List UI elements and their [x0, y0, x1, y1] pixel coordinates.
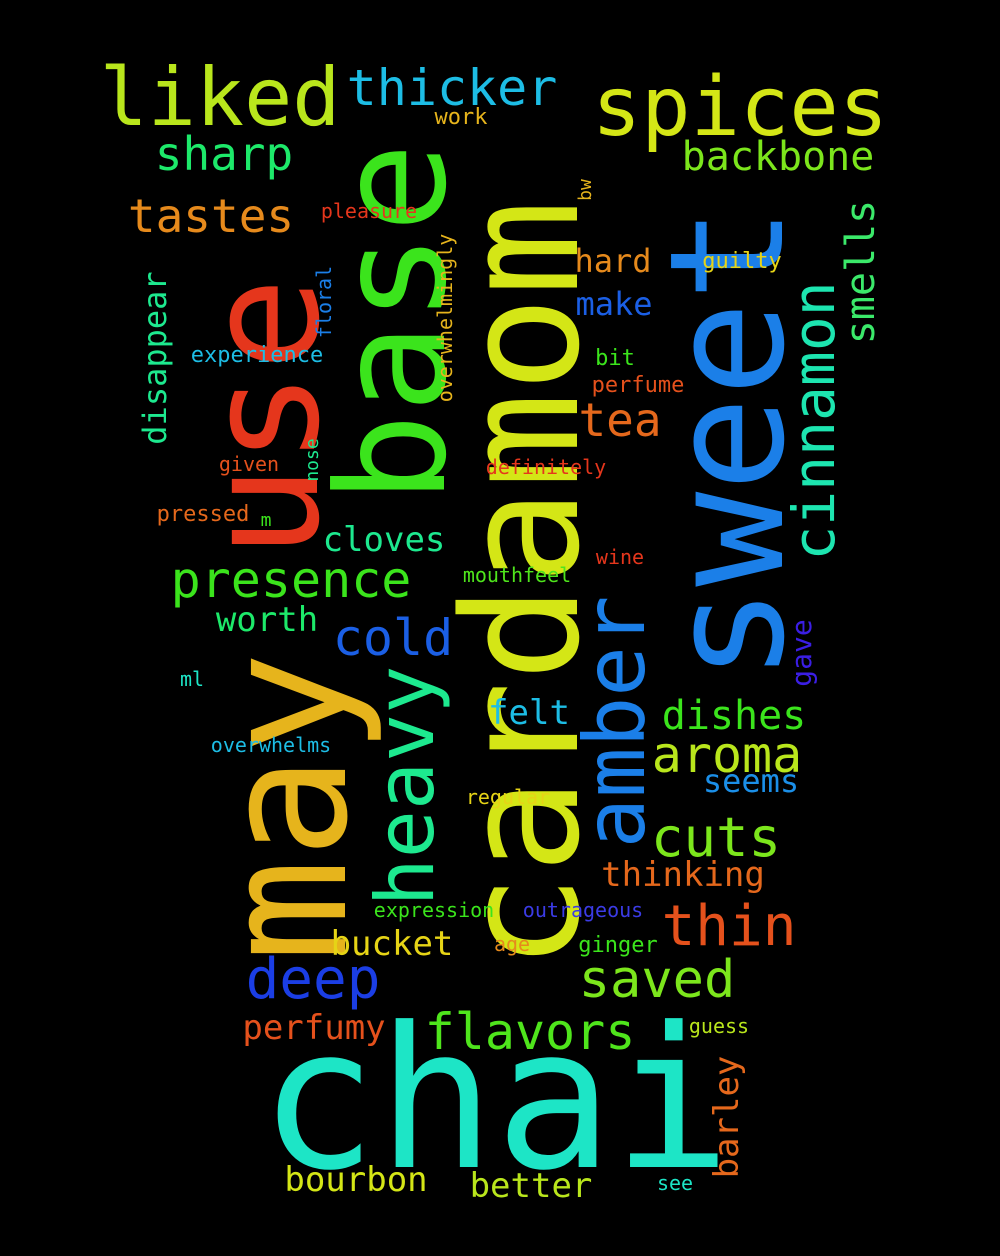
word-overwhelms: overwhelms — [210, 733, 332, 757]
word-cold: cold — [332, 609, 454, 667]
word-sharp: sharp — [154, 127, 294, 181]
word-chai: chai — [258, 986, 732, 1214]
word-see: see — [656, 1171, 694, 1195]
word-wine: wine — [595, 545, 645, 569]
word-outrageous: outrageous — [522, 898, 644, 922]
word-gave: gave — [785, 619, 818, 687]
word-thicker: thicker — [346, 59, 558, 117]
word-felt: felt — [488, 693, 570, 733]
word-regular: regular — [465, 785, 551, 809]
word-bw: bw — [575, 179, 596, 201]
word-perfume: perfume — [591, 373, 685, 398]
word-pleasure: pleasure — [320, 199, 418, 223]
word-guess: guess — [688, 1014, 750, 1038]
word-cinnamon: cinnamon — [780, 281, 848, 561]
word-nose: nose — [302, 438, 323, 482]
word-hard: hard — [574, 242, 652, 280]
word-worth: worth — [215, 600, 319, 640]
word-make: make — [575, 285, 653, 323]
word-bucket: bucket — [330, 924, 454, 964]
word-backbone: backbone — [681, 134, 875, 180]
word-dishes: dishes — [661, 693, 807, 739]
word-barley: barley — [707, 1055, 747, 1179]
word-amber: amber — [566, 595, 664, 849]
word-aroma: aroma — [651, 726, 803, 784]
word-saved: saved — [578, 950, 736, 1010]
word-guilty: guilty — [702, 249, 782, 274]
word-mouthfeel: mouthfeel — [462, 563, 572, 587]
word-bit: bit — [595, 346, 635, 371]
word-cloves: cloves — [322, 520, 446, 560]
word-tea: tea — [578, 393, 662, 447]
word-age: age — [493, 932, 531, 956]
word-floral: floral — [312, 265, 336, 339]
word-given: given — [218, 452, 280, 476]
word-perfumy: perfumy — [242, 1008, 386, 1048]
word-pressed: pressed — [156, 502, 250, 527]
word-tastes: tastes — [127, 189, 295, 243]
word-thinking: thinking — [601, 855, 765, 895]
word-may: may — [185, 651, 386, 963]
word-experience: experience — [190, 343, 324, 368]
word-m: m — [260, 510, 272, 531]
word-liked: liked — [99, 51, 341, 144]
word-deep: deep — [245, 947, 381, 1012]
word-seems: seems — [702, 762, 800, 800]
word-flavors: flavors — [424, 1003, 636, 1061]
word-ml: ml — [179, 667, 205, 691]
word-expression: expression — [373, 898, 495, 922]
word-smells: smells — [838, 199, 884, 345]
word-definitely: definitely — [485, 455, 607, 479]
word-bourbon: bourbon — [284, 1160, 428, 1200]
word-presence: presence — [170, 551, 412, 609]
word-heavy: heavy — [359, 665, 452, 907]
word-work: work — [434, 105, 488, 130]
word-disappear: disappear — [136, 271, 174, 445]
word-cuts: cuts — [650, 806, 782, 869]
word-better: better — [469, 1166, 593, 1206]
word-thin: thin — [661, 894, 797, 959]
word-spices: spices — [591, 60, 889, 155]
word-ginger: ginger — [578, 933, 658, 958]
word-overwhelmingly: overwhelmingly — [433, 233, 457, 403]
